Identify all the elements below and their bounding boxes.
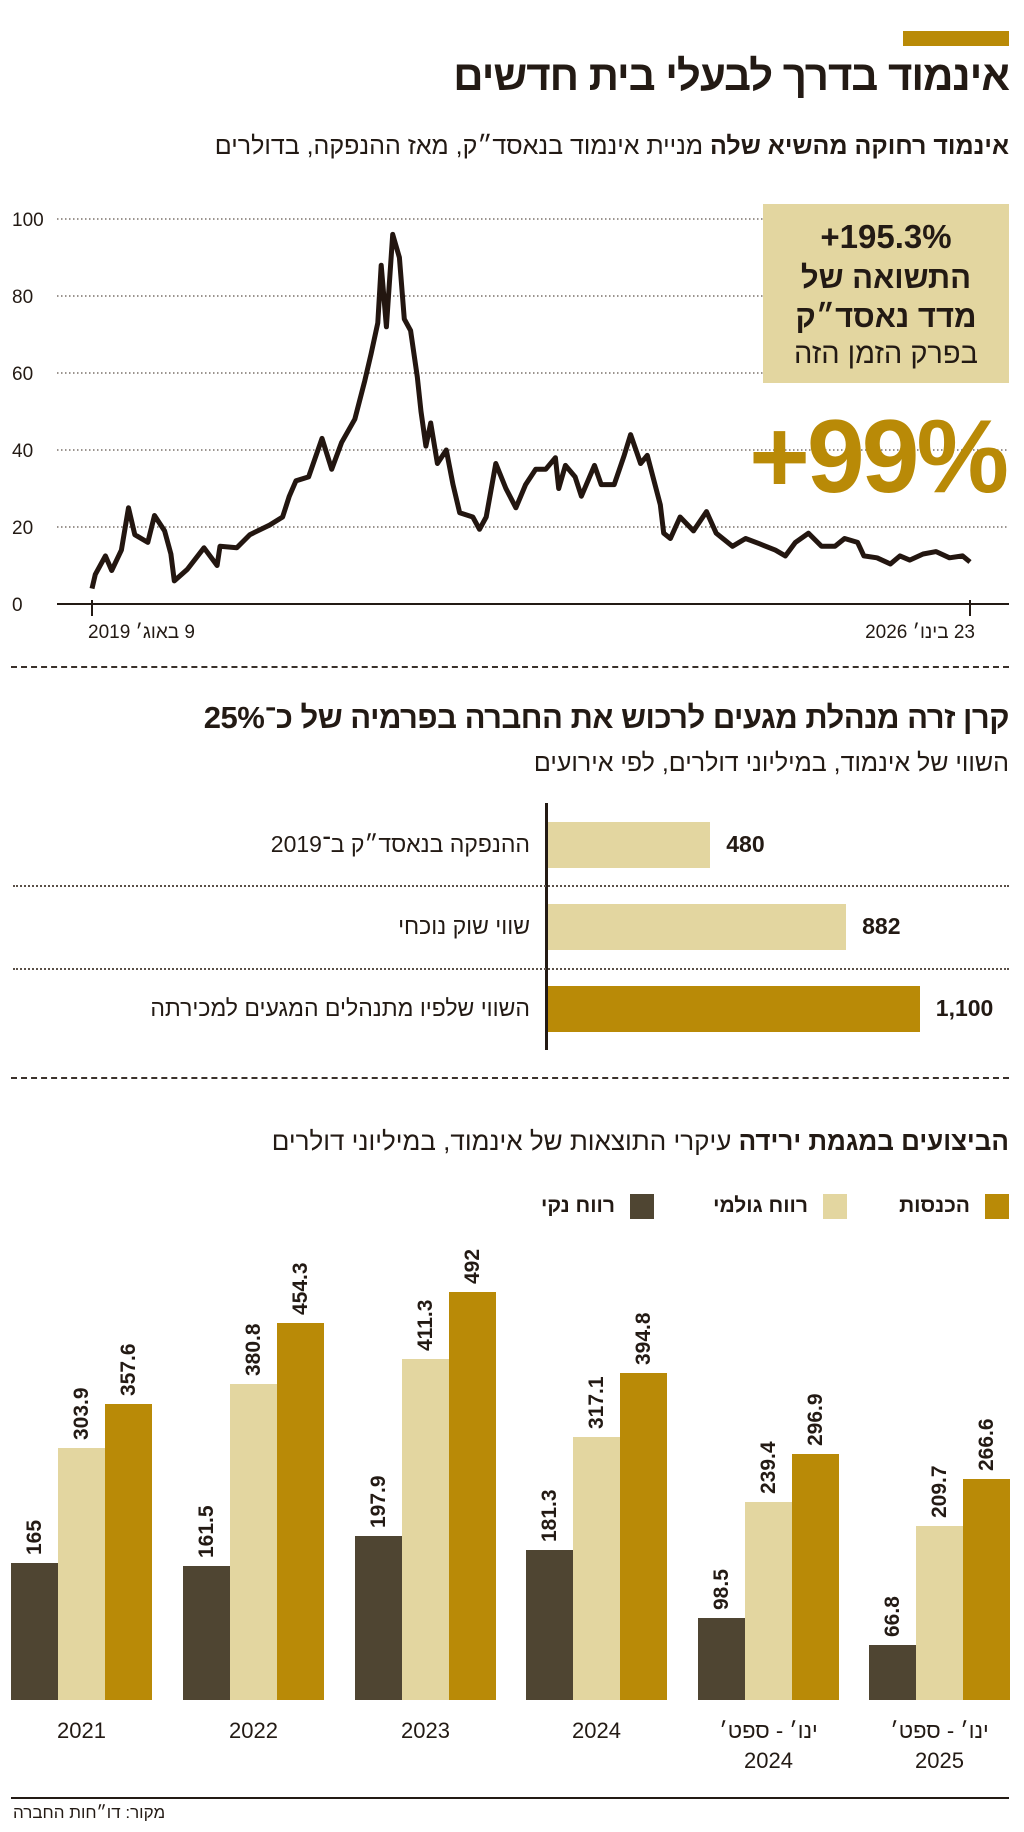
source-note: מקור: דו״חות החברה [13,1803,166,1822]
bar-value-label: 317.1 [585,1376,608,1430]
bar-value-label: 380.8 [242,1323,265,1377]
accent-bar [903,31,1009,46]
bar-value-label: 239.4 [757,1440,780,1494]
x-category-line1: 2022 [229,1718,278,1743]
row-separator [13,885,1009,887]
legend-swatch-net-profit [630,1194,654,1219]
section-divider [11,666,1009,668]
bar [869,1644,916,1700]
bar-value-label: 266.6 [975,1418,998,1471]
x-category-label: 2024 [526,1716,667,1746]
bar [105,1403,152,1700]
bar [963,1478,1010,1700]
bar [745,1501,792,1700]
bar-axis [545,803,548,1050]
section3-title-bold: הביצועים במגמת ירידה [738,1126,1009,1156]
y-tick-label: 40 [12,441,33,462]
bar-value-label: 181.3 [538,1489,561,1542]
bar [698,1618,745,1700]
y-tick-label: 60 [12,364,33,385]
bar-value-label: 357.6 [117,1342,140,1396]
bar-value-label: 480 [726,831,765,857]
bar [548,904,847,950]
x-category-line1: ינו׳ - ספט׳ [890,1718,989,1743]
x-start-label: 9 באוג׳ 2019 [88,622,195,643]
bar [355,1535,402,1700]
inmode-return-value: +99% [749,399,1009,515]
bar [277,1323,324,1700]
x-category-line1: ינו׳ - ספט׳ [719,1718,818,1743]
bar [548,822,711,868]
x-end-label: 23 בינו׳ 2026 [865,622,975,643]
bar [11,1563,58,1700]
section3-title: הביצועים במגמת ירידה עיקרי התוצאות של אי… [272,1126,1009,1157]
bar-value-label: 454.3 [289,1262,312,1316]
bar-value-label: 197.9 [367,1475,390,1528]
x-category-label: ינו׳ - ספט׳ 2025 [869,1716,1010,1776]
nasdaq-return-box: +195.3% התשואה של מדד נאסד״ק בפרק הזמן ה… [763,204,1009,383]
bar [58,1448,105,1700]
bar-value-label: 1,100 [935,995,994,1021]
y-tick-label: 80 [12,287,33,308]
page-title: אינמוד בדרך לבעלי בית חדשים [453,52,1010,99]
section2-subtitle: השווי של אינמוד, במיליוני דולרים, לפי אי… [533,749,1009,777]
x-category-line1: 2023 [401,1718,450,1743]
bar [620,1372,667,1700]
section1-subtitle: אינמוד רחוקה מהשיא שלה מניית אינמוד בנאס… [215,132,1009,161]
bar-value-label: 66.8 [881,1595,904,1637]
bar-value-label: 303.9 [70,1387,93,1441]
bar [402,1359,449,1700]
nasdaq-return-line1: התשואה של [800,260,972,295]
x-category-line2: 2024 [744,1748,793,1773]
bar-category-label: ההנפקה בנאסד״ק ב־2019 [270,831,530,857]
bar-value-label: 98.5 [710,1569,733,1611]
bar-value-label: 411.3 [414,1299,437,1352]
x-category-line1: 2024 [572,1718,621,1743]
x-category-label: 2023 [355,1716,496,1746]
stock-price-line-chart: 0 20 40 60 80 100 9 באוג׳ 2019 23 בינו׳ 2026 [12,210,1009,643]
legend-swatch-gross-profit [823,1194,847,1219]
bar [548,986,920,1032]
bar-category-label: השווי שלפיו מתנהלים המגעים למכירתה [150,995,530,1021]
y-tick-label: 20 [12,518,33,539]
section2-title: קרן זרה מנהלת מגעים לרכוש את החברה בפרמי… [203,700,1010,735]
x-category-label: 2021 [11,1716,152,1746]
legend-swatch-revenue [985,1194,1009,1219]
footer-rule [11,1797,1009,1799]
bar [916,1526,963,1700]
section-divider [11,1077,1009,1079]
bar-value-label: 394.8 [632,1312,655,1365]
bar [230,1384,277,1700]
bar-category-label: שווי שוק נוכחי [398,913,530,939]
bar-value-label: 165 [23,1520,46,1556]
nasdaq-return-line2: מדד נאסד״ק [795,299,977,334]
y-tick-label: 100 [12,210,44,231]
bar [449,1292,496,1700]
y-tick-label: 0 [12,595,23,616]
legend-label-revenue: הכנסות [899,1194,970,1217]
x-category-label: 2022 [183,1716,324,1746]
subtitle-bold: אינמוד רחוקה מהשיא שלה [710,132,1009,160]
row-separator [13,968,1009,970]
bar [526,1549,573,1700]
nasdaq-return-line3: בפרק הזמן הזה [794,338,978,370]
x-category-line1: 2021 [57,1718,106,1743]
subtitle-rest: מניית אינמוד בנאסד״ק, מאז ההנפקה, בדולרי… [214,132,710,160]
bar-value-label: 161.5 [195,1505,218,1559]
bar [573,1437,620,1700]
bar-value-label: 882 [862,913,901,939]
price-line [89,231,972,590]
section3-title-rest: עיקרי התוצאות של אינמוד, במיליוני דולרים [271,1126,739,1156]
x-category-line2: 2025 [915,1748,964,1773]
bar-value-label: 296.9 [804,1393,827,1446]
bar-value-label: 209.7 [928,1465,951,1519]
bar-value-label: 492 [461,1249,484,1285]
bar [183,1566,230,1700]
x-category-label: ינו׳ - ספט׳ 2024 [698,1716,839,1776]
legend-label-net-profit: רווח נקי [540,1194,615,1217]
bar [792,1453,839,1700]
nasdaq-return-value: +195.3% [820,218,952,255]
legend-label-gross-profit: רווח גולמי [713,1194,808,1217]
